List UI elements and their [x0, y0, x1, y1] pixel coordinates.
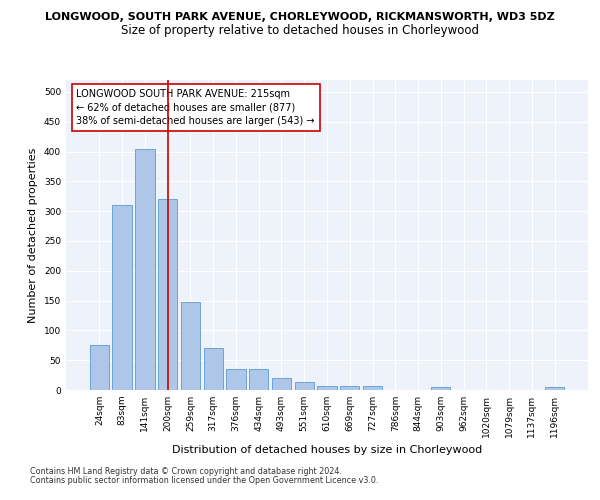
- Bar: [431, 387, 451, 390]
- Bar: [363, 386, 382, 390]
- X-axis label: Distribution of detached houses by size in Chorleywood: Distribution of detached houses by size …: [172, 446, 482, 456]
- Bar: [226, 368, 245, 390]
- Bar: [340, 386, 359, 390]
- Bar: [181, 302, 200, 390]
- Text: LONGWOOD SOUTH PARK AVENUE: 215sqm
← 62% of detached houses are smaller (877)
38: LONGWOOD SOUTH PARK AVENUE: 215sqm ← 62%…: [76, 90, 315, 126]
- Text: LONGWOOD, SOUTH PARK AVENUE, CHORLEYWOOD, RICKMANSWORTH, WD3 5DZ: LONGWOOD, SOUTH PARK AVENUE, CHORLEYWOOD…: [45, 12, 555, 22]
- Y-axis label: Number of detached properties: Number of detached properties: [28, 148, 38, 322]
- Bar: [135, 148, 155, 390]
- Bar: [272, 378, 291, 390]
- Text: Contains HM Land Registry data © Crown copyright and database right 2024.: Contains HM Land Registry data © Crown c…: [30, 467, 342, 476]
- Text: Size of property relative to detached houses in Chorleywood: Size of property relative to detached ho…: [121, 24, 479, 37]
- Bar: [249, 368, 268, 390]
- Bar: [545, 387, 564, 390]
- Bar: [203, 348, 223, 390]
- Bar: [317, 386, 337, 390]
- Text: Contains public sector information licensed under the Open Government Licence v3: Contains public sector information licen…: [30, 476, 379, 485]
- Bar: [112, 205, 132, 390]
- Bar: [295, 382, 314, 390]
- Bar: [158, 199, 178, 390]
- Bar: [90, 346, 109, 390]
